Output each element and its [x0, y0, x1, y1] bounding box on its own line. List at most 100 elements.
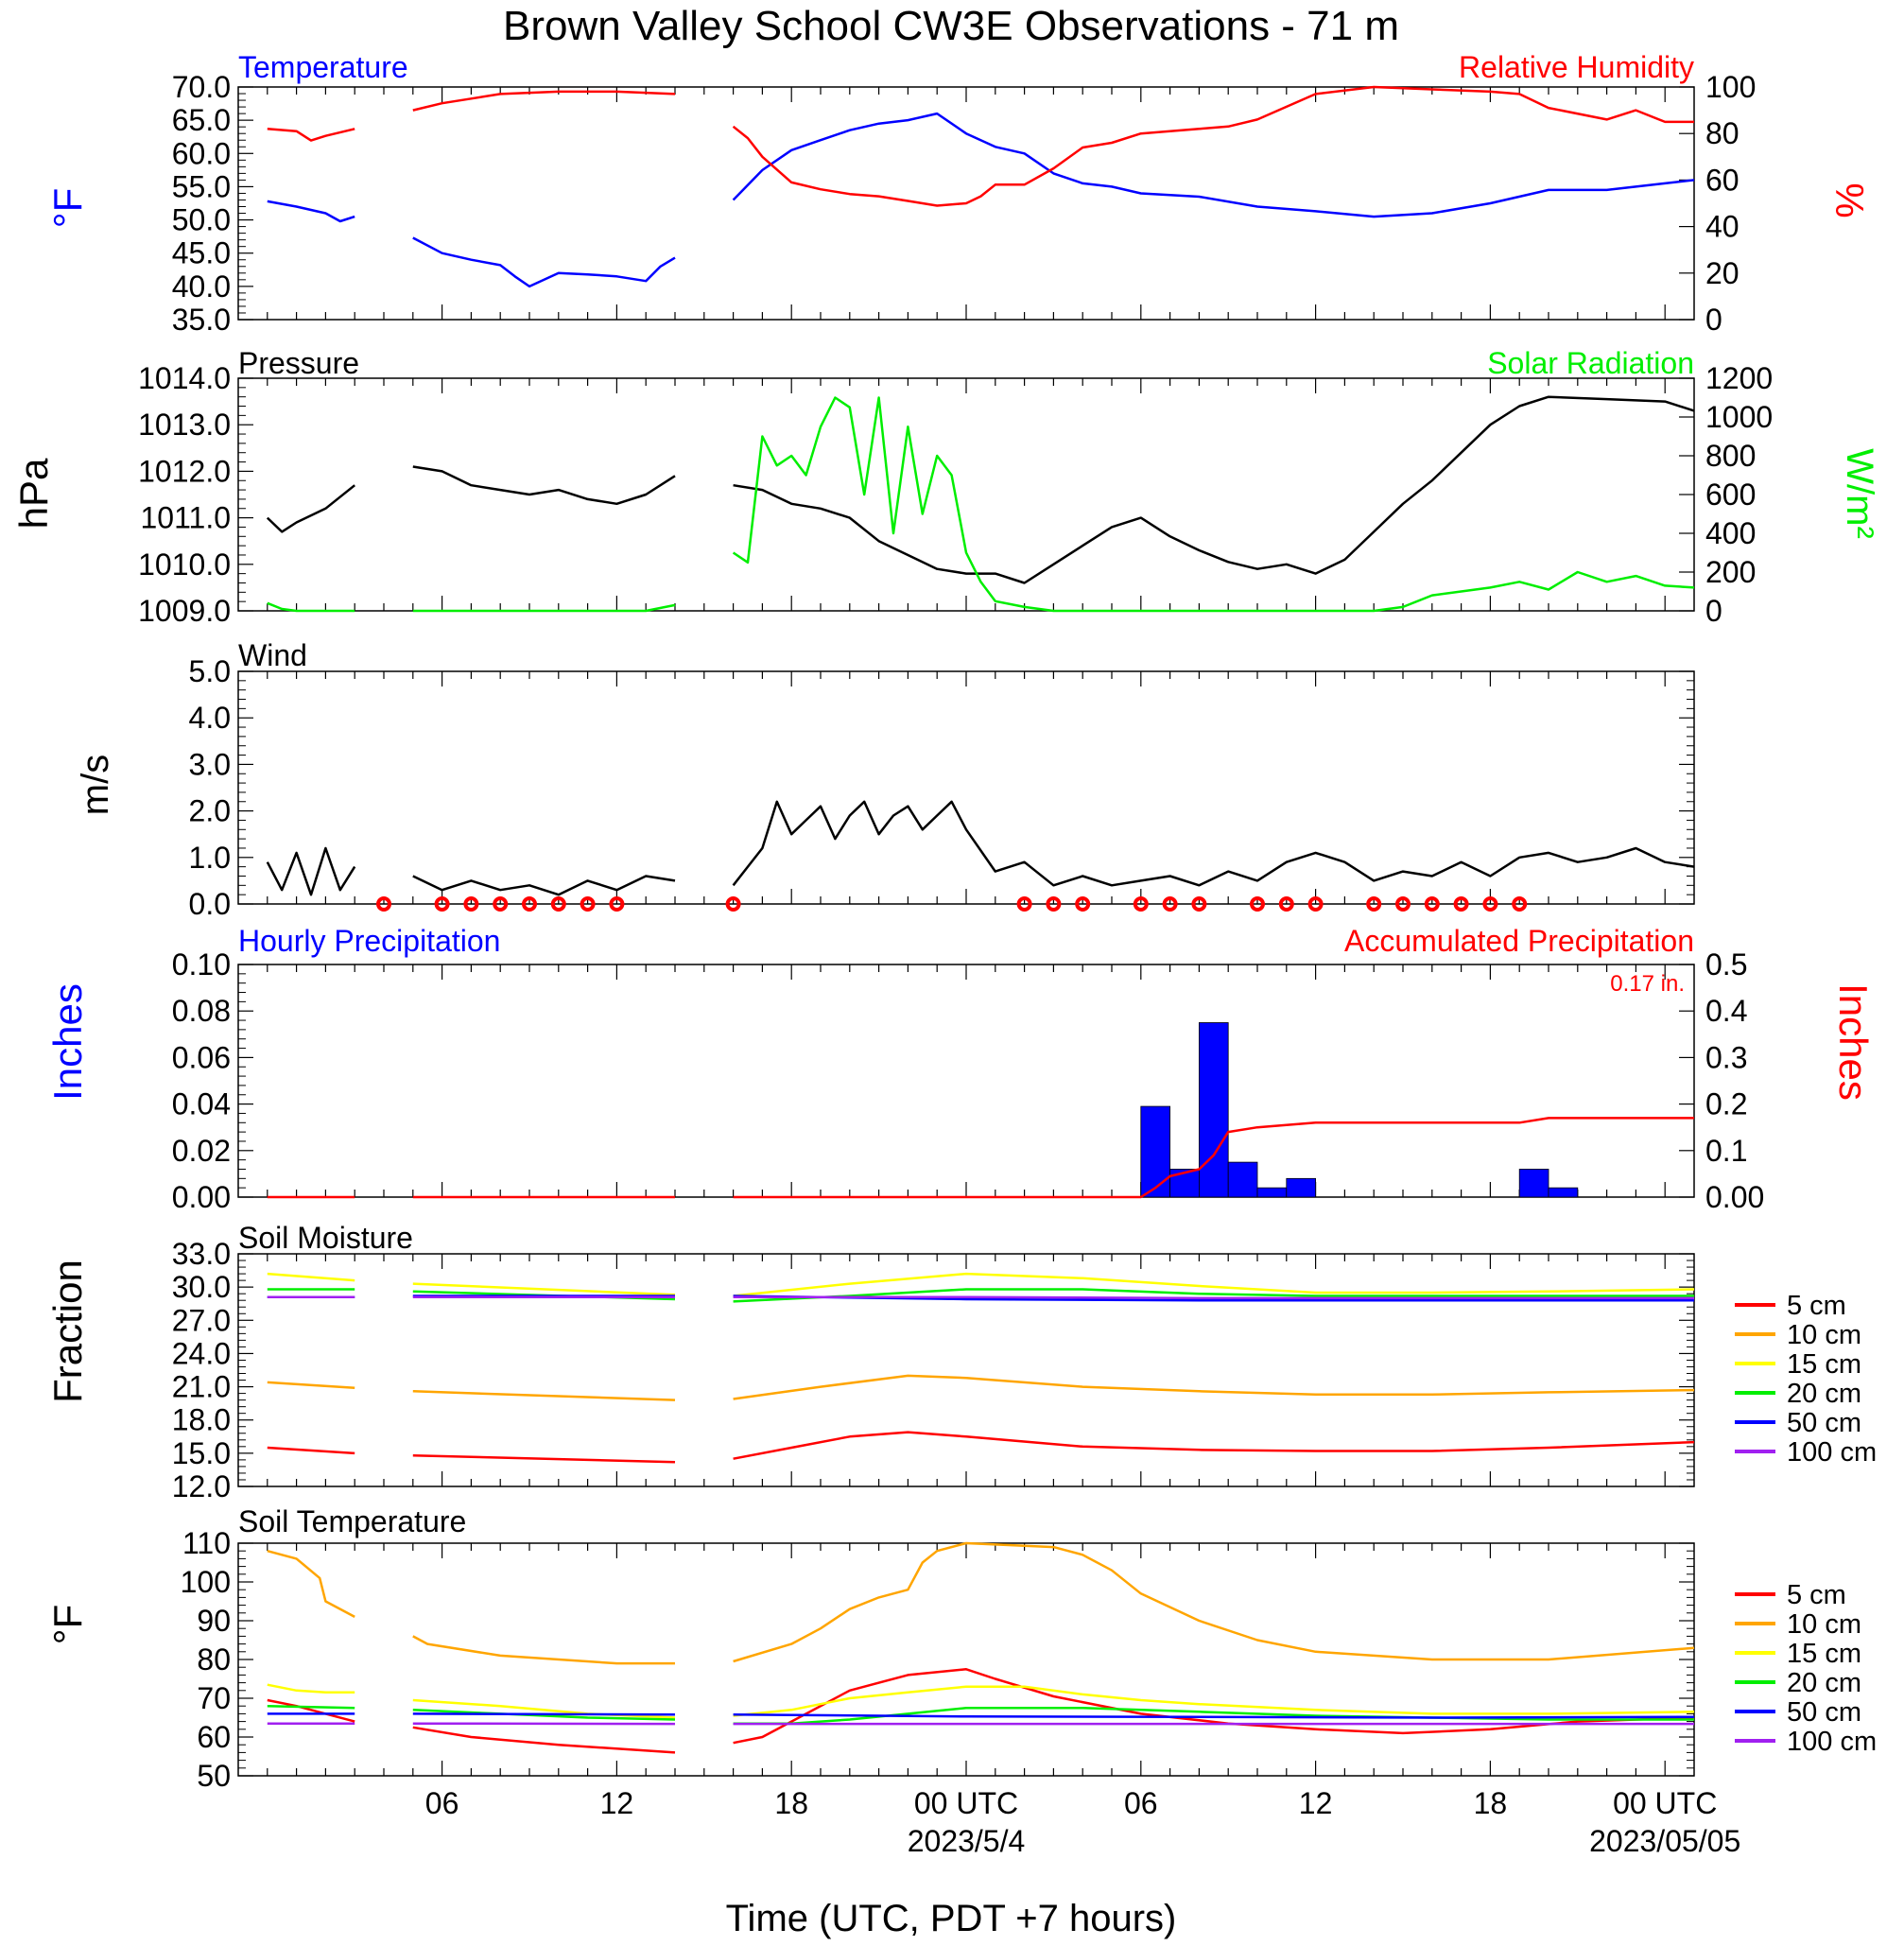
press_solar-y-tick-label: 1012.0	[138, 454, 231, 488]
press_solar-y-right-tick-label: 800	[1705, 439, 1756, 473]
solar-unit-label: W/m²	[1839, 448, 1880, 539]
precip-y-tick-label: 0.08	[172, 994, 231, 1028]
wind-y-tick-label: 2.0	[189, 794, 231, 828]
precip-y-right-tick-label: 0.3	[1705, 1040, 1747, 1074]
x-tick-label: 06	[425, 1786, 459, 1820]
pressure-line	[733, 395, 1695, 584]
x-date-label: 2023/05/05	[1589, 1824, 1740, 1858]
calm-wind-marker	[376, 896, 391, 912]
precip-panel-right-title: Accumulated Precipitation	[1344, 924, 1694, 958]
soil_moist-y-tick-label: 33.0	[172, 1237, 231, 1271]
x-tick-label: 12	[600, 1786, 634, 1820]
calm-wind-marker	[580, 896, 596, 912]
soil_temp-y-tick-label: 60	[197, 1720, 231, 1754]
calm-wind-marker	[1512, 896, 1528, 912]
temp_rh-y-tick-label: 65.0	[172, 103, 231, 137]
wind-y-tick-label: 1.0	[189, 841, 231, 875]
calm-wind-marker	[463, 896, 479, 912]
5-cm-line	[412, 1726, 676, 1754]
precip-y-right-tick-label: 0.4	[1705, 994, 1747, 1028]
soil_temp-y-tick-label: 80	[197, 1642, 231, 1677]
wind-y-tick-label: 0.0	[189, 887, 231, 921]
10-cm-line	[267, 1381, 355, 1389]
calm-wind-marker	[1482, 896, 1498, 912]
press_solar-y-tick-label: 1011.0	[141, 501, 232, 535]
wind-speed-line	[266, 846, 356, 896]
wind-y-tick-label: 5.0	[189, 654, 231, 688]
hourly-precip-bar	[1140, 1105, 1171, 1198]
wind-speed-line	[732, 800, 1695, 887]
solar-radiation-line	[412, 603, 676, 613]
pressure-line	[266, 484, 355, 533]
temp_rh-y-right-tick-label: 20	[1705, 256, 1740, 290]
temperature-line	[732, 112, 1695, 218]
soil-temp-panel-title: Soil Temperature	[238, 1504, 466, 1538]
15-cm-line	[412, 1698, 676, 1719]
relative-humidity-line	[267, 128, 355, 142]
5-cm-line	[267, 1698, 355, 1723]
15-cm-line	[267, 1683, 355, 1694]
legend-label: 100 cm	[1787, 1727, 1877, 1757]
precip-y-right-tick-label: 0.2	[1705, 1087, 1747, 1121]
soil_temp-y-tick-label: 110	[182, 1526, 231, 1560]
plot-layer: 35.040.045.050.055.060.065.070.0 0 20 40 60 8…	[138, 70, 1877, 1858]
press_solar-y-right-tick-label: 1000	[1705, 400, 1773, 434]
relative-humidity-line	[732, 85, 1694, 207]
calm-wind-marker	[1307, 896, 1324, 912]
wind-speed-line	[412, 875, 676, 896]
x-tick-label: 00 UTC	[1613, 1786, 1717, 1820]
soil-moisture-panel-title: Soil Moisture	[238, 1221, 413, 1255]
precip-y-tick-label: 0.06	[172, 1040, 231, 1074]
10-cm-line	[733, 1541, 1695, 1663]
wind-unit-label: m/s	[75, 755, 116, 815]
hourly-precip-bar	[1227, 1161, 1258, 1198]
solar-radiation-line	[267, 601, 355, 613]
legend-label: 10 cm	[1787, 1609, 1861, 1640]
soil-temp-unit-label: °F	[45, 1605, 90, 1644]
soil_temp-y-tick-label: 50	[197, 1759, 231, 1793]
calm-wind-marker	[1162, 896, 1178, 912]
5-cm-line	[733, 1431, 1695, 1460]
legend-label: 15 cm	[1787, 1349, 1861, 1380]
soil_moist-y-tick-label: 24.0	[172, 1336, 231, 1370]
20-cm-line	[733, 1288, 1694, 1303]
wind-y-tick-label: 3.0	[189, 747, 231, 781]
15-cm-line	[733, 1685, 1695, 1717]
50-cm-line	[412, 1712, 676, 1716]
press_solar-y-right-tick-label: 0	[1705, 594, 1722, 628]
temp_rh-y-right-tick-label: 80	[1705, 116, 1740, 150]
press_solar-y-right-tick-label: 200	[1705, 555, 1756, 589]
temp_rh-y-right-tick-label: 0	[1705, 303, 1722, 337]
precip-left-unit-label: Inches	[45, 983, 90, 1101]
soil-moisture-unit-label: Fraction	[45, 1260, 90, 1403]
legend-label: 20 cm	[1787, 1379, 1861, 1409]
hourly-precip-bar	[1199, 1022, 1229, 1198]
press_solar-y-tick-label: 1009.0	[138, 594, 231, 628]
soil_moist-y-tick-label: 21.0	[172, 1370, 231, 1404]
soil_moist-y-tick-label: 18.0	[172, 1403, 231, 1437]
hourly-precip-bar	[1548, 1187, 1579, 1198]
soil_moist-y-tick-label: 30.0	[172, 1270, 231, 1304]
precip-y-tick-label: 0.10	[172, 947, 231, 982]
temp_rh-y-tick-label: 70.0	[172, 70, 231, 104]
temp_rh-y-right-tick-label: 100	[1705, 70, 1756, 104]
pressure-unit-label: hPa	[11, 458, 56, 529]
calm-wind-marker	[1046, 896, 1062, 912]
press_solar-y-right-tick-label: 600	[1705, 478, 1756, 512]
press_solar-y-tick-label: 1014.0	[138, 361, 231, 395]
precip-right-unit-label: Inches	[1831, 983, 1876, 1101]
temp-panel-left-title: Temperature	[238, 50, 408, 84]
calm-wind-marker	[550, 896, 566, 912]
15-cm-line	[267, 1272, 355, 1282]
temp_rh-y-tick-label: 60.0	[172, 136, 231, 170]
x-tick-label: 06	[1124, 1786, 1158, 1820]
legend-label: 50 cm	[1787, 1697, 1861, 1728]
15-cm-line	[412, 1282, 676, 1296]
calm-wind-marker	[1395, 896, 1411, 912]
calm-wind-marker	[609, 896, 625, 912]
calm-wind-marker	[725, 896, 741, 912]
calm-wind-marker	[1075, 896, 1091, 912]
hourly-precip-bar	[1256, 1187, 1288, 1198]
precip-total-label: 0.17 in.	[1610, 971, 1685, 997]
